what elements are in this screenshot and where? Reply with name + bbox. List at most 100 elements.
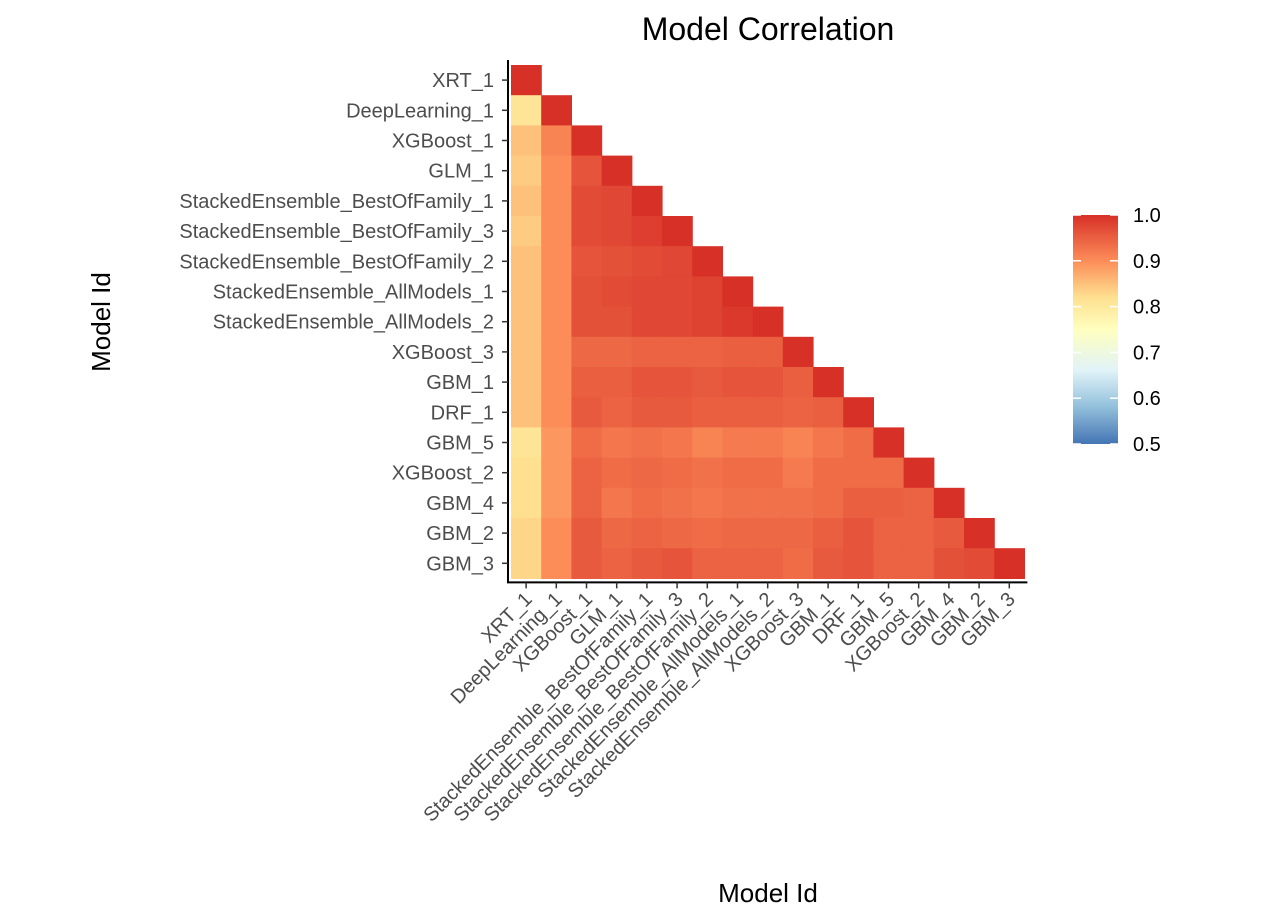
legend-label: 0.8 <box>1133 297 1161 319</box>
heatmap-cell <box>511 306 542 338</box>
y-tick-label: StackedEnsemble_BestOfFamily_1 <box>179 191 494 213</box>
y-axis-label: Model Id <box>86 272 116 372</box>
heatmap-cell <box>813 367 844 398</box>
y-tick-label: XGBoost_1 <box>392 131 494 153</box>
heatmap-cell <box>571 155 603 187</box>
heatmap-cell <box>511 457 542 489</box>
heatmap-cell <box>541 276 572 308</box>
heatmap-cell <box>813 397 844 428</box>
heatmap-cell <box>722 518 754 549</box>
heatmap-cell <box>722 457 754 489</box>
heatmap-cell <box>571 336 603 368</box>
heatmap-cell <box>722 306 754 338</box>
heatmap-cell <box>601 185 633 217</box>
y-tick-label: GLM_1 <box>428 161 494 183</box>
heatmap-cell <box>541 487 572 519</box>
heatmap-cell <box>601 276 633 308</box>
heatmap-cell <box>601 397 633 428</box>
heatmap-cell <box>631 518 663 549</box>
heatmap-cell <box>722 336 754 368</box>
chart-title: Model Correlation <box>642 11 895 47</box>
heatmap-cell <box>511 95 542 126</box>
heatmap-cell <box>692 276 723 308</box>
heatmap-cell <box>662 397 693 428</box>
heatmap-cell <box>752 427 784 459</box>
y-tick-label: XRT_1 <box>432 70 494 92</box>
heatmap-cell <box>541 427 572 459</box>
heatmap-cell <box>541 246 572 277</box>
heatmap-cell <box>511 155 542 187</box>
heatmap-cell <box>752 487 784 519</box>
heatmap-cell <box>571 487 603 519</box>
color-legend: 1.0 0.9 0.8 0.7 0.6 0.5 <box>1073 205 1161 456</box>
heatmap-cell <box>631 367 663 398</box>
legend-colorbar <box>1073 215 1118 444</box>
heatmap-cell <box>571 216 603 247</box>
heatmap-cell <box>933 518 965 549</box>
heatmap-cell <box>662 276 693 308</box>
heatmap-cell <box>511 216 542 247</box>
heatmap-cell <box>722 487 754 519</box>
heatmap-cell <box>631 306 663 338</box>
legend-label: 0.7 <box>1133 342 1161 364</box>
heatmap-cell <box>782 336 814 368</box>
heatmap-cell <box>511 125 542 157</box>
heatmap-cell <box>571 367 603 398</box>
heatmap-cell <box>631 185 663 217</box>
x-tick-labels: XRT_1DeepLearning_1XGBoost_1GLM_1Stacked… <box>419 588 1019 826</box>
heatmap-cell <box>843 427 874 459</box>
heatmap-cell <box>692 246 723 277</box>
heatmap-cell <box>782 487 814 519</box>
heatmap-cell <box>873 457 905 489</box>
heatmap-cell <box>662 457 693 489</box>
heatmap-cell <box>511 397 542 428</box>
heatmap-cell <box>843 397 874 428</box>
heatmap-cell <box>813 487 844 519</box>
heatmap-cell <box>601 548 633 579</box>
heatmap-cell <box>722 367 754 398</box>
heatmap-cell <box>752 457 784 489</box>
heatmap-cell <box>752 336 784 368</box>
heatmap-cell <box>601 427 633 459</box>
heatmap-cell <box>631 336 663 368</box>
heatmap-cell <box>571 457 603 489</box>
heatmap-cell <box>813 427 844 459</box>
heatmap-cell <box>903 487 935 519</box>
heatmap-cell <box>692 457 723 489</box>
heatmap-cell <box>631 457 663 489</box>
heatmap-cell <box>782 518 814 549</box>
heatmap-cell <box>903 548 935 579</box>
heatmap-cell <box>571 548 603 579</box>
y-tick-label: XGBoost_3 <box>392 342 494 364</box>
y-tick-label: XGBoost_2 <box>392 463 494 485</box>
heatmap-cell <box>541 397 572 428</box>
heatmap-cell <box>692 336 723 368</box>
heatmap-cell <box>511 487 542 519</box>
heatmap-cell <box>752 518 784 549</box>
heatmap-cell <box>541 185 572 217</box>
heatmap-cell <box>601 367 633 398</box>
heatmap-cell <box>511 367 542 398</box>
heatmap-cell <box>903 457 935 489</box>
y-tick-label: StackedEnsemble_BestOfFamily_2 <box>179 251 494 273</box>
heatmap-cell <box>692 367 723 398</box>
heatmap-cell <box>541 125 572 157</box>
heatmap-cell <box>662 487 693 519</box>
heatmap-cell <box>873 518 905 549</box>
heatmap-cell <box>601 216 633 247</box>
heatmap-cell <box>692 306 723 338</box>
heatmap-cell <box>903 518 935 549</box>
heatmap-cell <box>601 336 633 368</box>
y-tick-label: GBM_5 <box>426 433 494 455</box>
heatmap-cell <box>511 336 542 368</box>
heatmap-cell <box>782 367 814 398</box>
heatmap-cell <box>631 246 663 277</box>
heatmap-cell <box>631 487 663 519</box>
heatmap-cell <box>662 336 693 368</box>
heatmap-cell <box>873 427 905 459</box>
legend-label: 1.0 <box>1133 205 1161 227</box>
heatmap-cell <box>601 457 633 489</box>
heatmap-cell <box>782 427 814 459</box>
heatmap-cell <box>541 336 572 368</box>
